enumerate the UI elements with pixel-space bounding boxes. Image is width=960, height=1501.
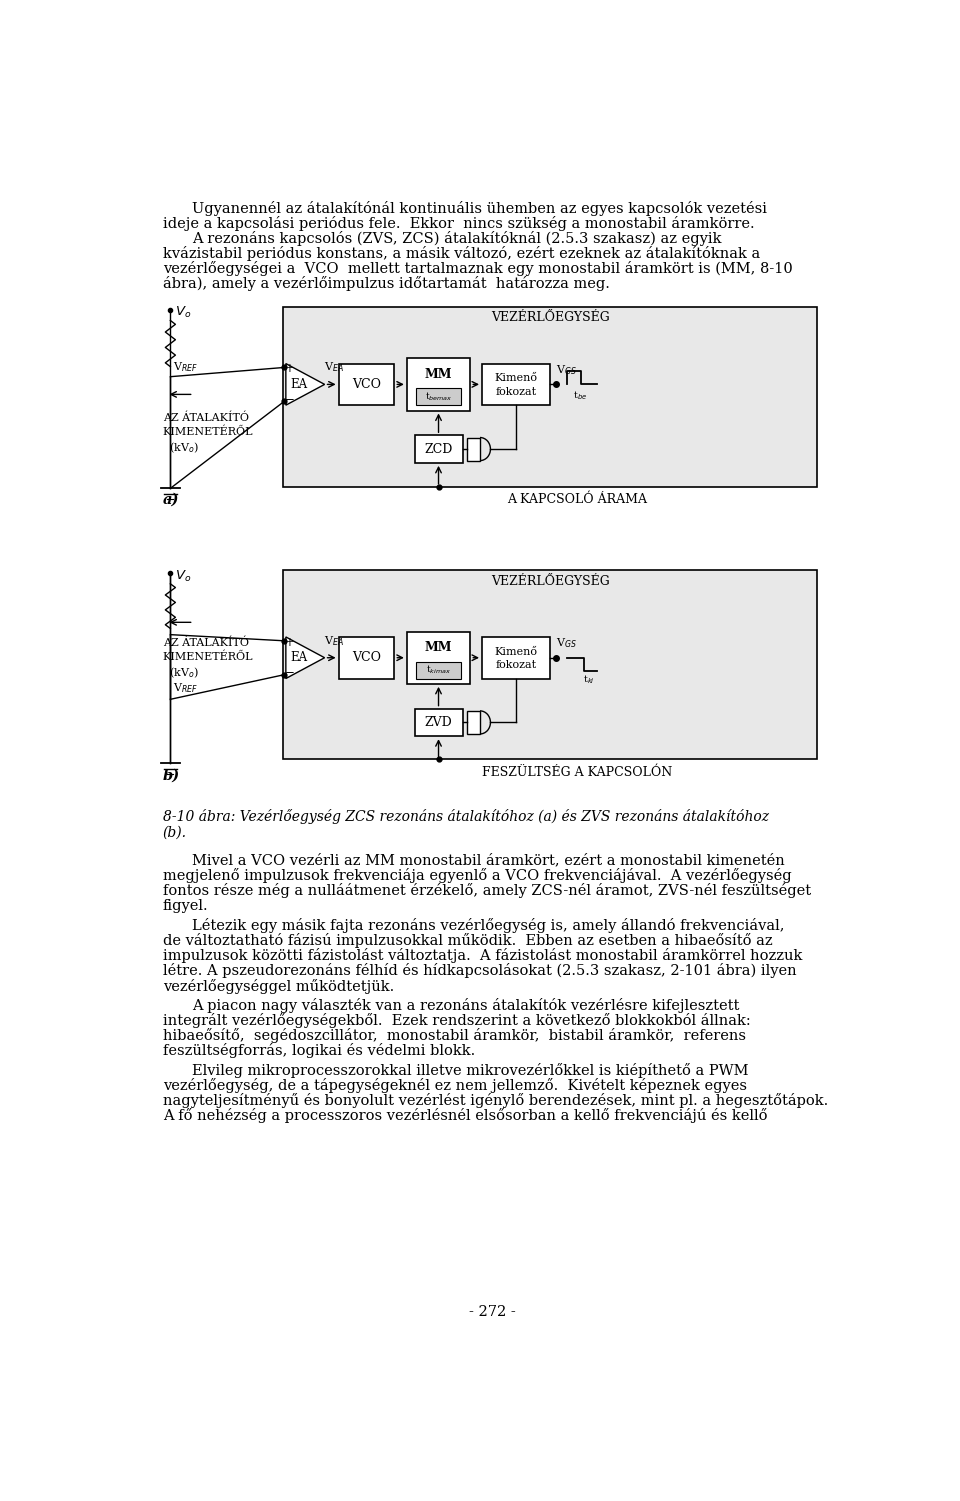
Text: A fő nehézség a processzoros vezérlésnél elsősorban a kellő frekvenciájú és kell: A fő nehézség a processzoros vezérlésnél… (162, 1108, 767, 1123)
FancyBboxPatch shape (482, 636, 550, 678)
Text: AZ ÁTALAKÍTÓ: AZ ÁTALAKÍTÓ (162, 638, 249, 648)
Text: VEZÉRLŐEGYSÉG: VEZÉRLŐEGYSÉG (491, 311, 610, 324)
Text: feszültségforrás, logikai és védelmi blokk.: feszültségforrás, logikai és védelmi blo… (162, 1043, 475, 1058)
Text: EA: EA (291, 651, 307, 665)
Text: A rezonáns kapcsolós (ZVS, ZCS) átalakítóknál (2.5.3 szakasz) az egyik: A rezonáns kapcsolós (ZVS, ZCS) átalakít… (192, 231, 722, 246)
Text: b): b) (162, 769, 180, 782)
Text: de változtatható fázisú impulzusokkal működik.  Ebben az esetben a hibaeősítő az: de változtatható fázisú impulzusokkal mű… (162, 934, 772, 949)
Text: EA: EA (291, 378, 307, 390)
FancyBboxPatch shape (283, 306, 818, 486)
Text: létre. A pszeudorezonáns félhíd és hídkapcsolásokat (2.5.3 szakasz, 2-101 ábra) : létre. A pszeudorezonáns félhíd és hídka… (162, 964, 796, 979)
Text: ideje a kapcsolási periódus fele.  Ekkor  nincs szükség a monostabil áramkörre.: ideje a kapcsolási periódus fele. Ekkor … (162, 216, 755, 231)
FancyBboxPatch shape (415, 435, 463, 462)
FancyBboxPatch shape (415, 708, 463, 737)
Text: (kV$_o$): (kV$_o$) (169, 665, 199, 680)
Text: t$_{ki max}$: t$_{ki max}$ (426, 663, 451, 677)
Text: KIMENETÉRŐL: KIMENETÉRŐL (162, 651, 253, 662)
Text: Ugyanennél az átalakítónál kontinuális ühemben az egyes kapcsolók vezetési: Ugyanennél az átalakítónál kontinuális ü… (192, 201, 767, 216)
Text: ábra), amely a vezérlőimpulzus időtartamát  határozza meg.: ábra), amely a vezérlőimpulzus időtartam… (162, 276, 610, 291)
Text: A piacon nagy választék van a rezonáns átalakítók vezérlésre kifejlesztett: A piacon nagy választék van a rezonáns á… (192, 998, 739, 1013)
Text: $V_o$: $V_o$ (175, 569, 191, 584)
Text: V$_{GS}$: V$_{GS}$ (557, 363, 577, 377)
Text: Kimenő: Kimenő (494, 374, 538, 383)
Text: MM: MM (424, 368, 452, 381)
FancyBboxPatch shape (482, 363, 550, 405)
Text: V$_{EA}$: V$_{EA}$ (324, 633, 344, 648)
Text: kvázistabil periódus konstans, a másik változó, ezért ezeknek az átalakítóknak a: kvázistabil periódus konstans, a másik v… (162, 246, 760, 261)
Text: VEZÉRLŐEGYSÉG: VEZÉRLŐEGYSÉG (491, 575, 610, 587)
Text: FESZÜLTSÉG A KAPCSOLÓN: FESZÜLTSÉG A KAPCSOLÓN (482, 766, 672, 779)
Text: impulzusok közötti fázistolást változtatja.  A fázistolást monostabil áramkörrel: impulzusok közötti fázistolást változtat… (162, 949, 802, 964)
Text: fokozat: fokozat (495, 387, 537, 398)
Text: figyel.: figyel. (162, 899, 208, 913)
Text: t$_{be}$: t$_{be}$ (573, 389, 588, 402)
Text: vezérlőegységgel működtetjük.: vezérlőegységgel működtetjük. (162, 979, 394, 994)
Text: megjelenő impulzusok frekvenciája egyenlő a VCO frekvenciájával.  A vezérlőegysé: megjelenő impulzusok frekvenciája egyenl… (162, 869, 791, 884)
Text: VCO: VCO (352, 378, 381, 390)
Text: V$_{REF}$: V$_{REF}$ (174, 360, 199, 374)
Text: fontos része még a nulláátmenet érzékelő, amely ZCS-nél áramot, ZVS-nél feszülts: fontos része még a nulláátmenet érzékelő… (162, 884, 811, 899)
Text: $V_o$: $V_o$ (175, 305, 191, 320)
FancyBboxPatch shape (283, 570, 818, 760)
Text: Kimenő: Kimenő (494, 647, 538, 656)
FancyBboxPatch shape (468, 711, 480, 734)
FancyBboxPatch shape (468, 437, 480, 461)
FancyBboxPatch shape (416, 389, 461, 405)
Text: ZVD: ZVD (424, 716, 452, 729)
FancyBboxPatch shape (339, 636, 395, 678)
FancyBboxPatch shape (407, 632, 470, 684)
Text: VCO: VCO (352, 651, 381, 665)
Text: a): a) (162, 492, 179, 507)
Text: −: − (285, 665, 295, 678)
Text: V$_{EA}$: V$_{EA}$ (324, 360, 344, 374)
Text: t$_{ki}$: t$_{ki}$ (583, 672, 595, 686)
Text: t$_{bemax}$: t$_{bemax}$ (425, 390, 452, 402)
Polygon shape (286, 636, 324, 678)
FancyBboxPatch shape (339, 363, 395, 405)
Text: MM: MM (424, 641, 452, 654)
Text: V$_{GS}$: V$_{GS}$ (557, 636, 577, 650)
Text: (b).: (b). (162, 826, 186, 839)
Text: A KAPCSOLÓ ÁRAMA: A KAPCSOLÓ ÁRAMA (507, 492, 647, 506)
Text: ZCD: ZCD (424, 443, 453, 456)
Text: vezérlőegységei a  VCO  mellett tartalmaznak egy monostabil áramkört is (MM, 8-1: vezérlőegységei a VCO mellett tartalmazn… (162, 261, 792, 276)
Text: Létezik egy másik fajta rezonáns vezérlőegység is, amely állandó frekvenciával,: Létezik egy másik fajta rezonáns vezérlő… (192, 919, 784, 934)
Text: KIMENETÉRŐL: KIMENETÉRŐL (162, 426, 253, 437)
Text: integrált vezérlőegységekből.  Ezek rendszerint a következő blokkokból állnak:: integrált vezérlőegységekből. Ezek rends… (162, 1013, 751, 1028)
Text: AZ ÁTALAKÍTÓ: AZ ÁTALAKÍTÓ (162, 413, 249, 423)
Text: fokozat: fokozat (495, 660, 537, 671)
Text: nagyteljesítményű és bonyolult vezérlést igénylő berendezések, mint pl. a hegesz: nagyteljesítményű és bonyolult vezérlést… (162, 1093, 828, 1108)
Text: 8-10 ábra: Vezérlőegység ZCS rezonáns átalakítóhoz (a) és ZVS rezonáns átalakító: 8-10 ábra: Vezérlőegység ZCS rezonáns át… (162, 809, 769, 824)
Text: +: + (285, 636, 295, 648)
Text: - 272 -: - 272 - (468, 1304, 516, 1319)
Text: hibaeősítő,  segédoszcillátor,  monostabil áramkör,  bistabil áramkör,  referens: hibaeősítő, segédoszcillátor, monostabil… (162, 1028, 746, 1043)
Text: Mivel a VCO vezérli az MM monostabil áramkört, ezért a monostabil kimenetén: Mivel a VCO vezérli az MM monostabil ára… (192, 853, 785, 868)
Text: V$_{REF}$: V$_{REF}$ (174, 681, 199, 695)
Text: +: + (285, 362, 295, 375)
Text: Elvileg mikroprocesszorokkal illetve mikrovezérlőkkel is kiépíthető a PWM: Elvileg mikroprocesszorokkal illetve mik… (192, 1063, 749, 1078)
Text: vezérlőegység, de a tápegységeknél ez nem jellemző.  Kivételt képeznek egyes: vezérlőegység, de a tápegységeknél ez ne… (162, 1078, 747, 1093)
Text: (kV$_o$): (kV$_o$) (169, 441, 199, 455)
Text: −: − (285, 392, 295, 405)
FancyBboxPatch shape (407, 359, 470, 411)
Polygon shape (286, 363, 324, 405)
FancyBboxPatch shape (416, 662, 461, 678)
